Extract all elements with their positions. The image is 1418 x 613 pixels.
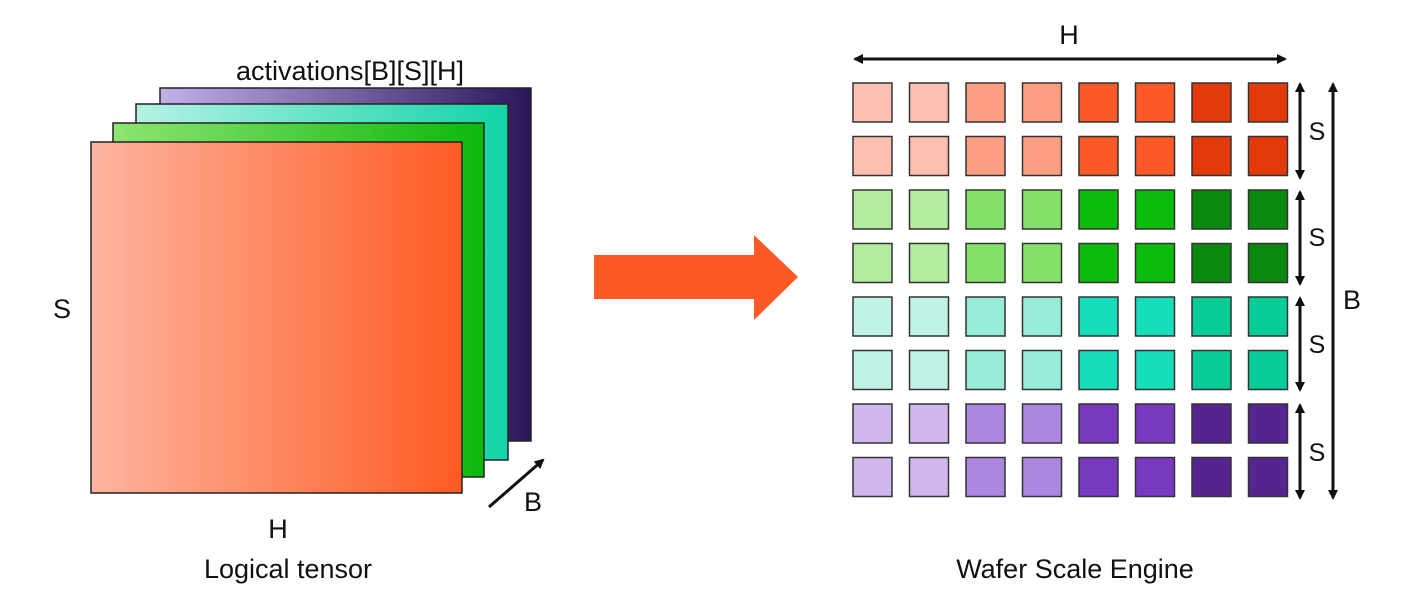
core-tile <box>965 456 1006 498</box>
core-tile <box>852 349 893 391</box>
core-tile <box>1191 189 1232 230</box>
core-tile <box>852 242 893 284</box>
core-tile <box>852 403 893 444</box>
core-tile <box>852 82 893 123</box>
core-tile <box>1191 296 1232 337</box>
core-tile <box>1021 403 1063 444</box>
core-tile <box>1134 349 1176 391</box>
core-tile <box>1134 296 1176 337</box>
core-tile <box>1191 403 1232 444</box>
axis-label-s-right-4: S <box>1309 439 1326 467</box>
core-tile <box>1191 242 1232 284</box>
core-tile <box>1247 403 1289 444</box>
core-tile <box>1021 456 1063 498</box>
core-grid <box>852 82 1289 498</box>
core-tile <box>1134 456 1176 498</box>
axis-label-s-right-1: S <box>1309 118 1326 146</box>
core-tile <box>1134 135 1176 177</box>
axis-label-s-right-3: S <box>1309 331 1326 359</box>
core-tile <box>908 189 950 230</box>
axis-label-b-left: B <box>524 487 542 517</box>
core-tile <box>1078 349 1119 391</box>
axis-label-h-left: H <box>268 514 288 544</box>
core-tile <box>1247 242 1289 284</box>
core-tile <box>1078 189 1119 230</box>
core-tile <box>908 456 950 498</box>
core-tile <box>965 135 1006 177</box>
axis-label-s-right-2: S <box>1309 224 1326 252</box>
core-tile <box>1021 242 1063 284</box>
logical-tensor-diagram: activations[B][S][H] S H B Logical tenso… <box>53 56 545 584</box>
core-tile <box>908 403 950 444</box>
core-tile <box>1134 403 1176 444</box>
core-tile <box>1191 82 1232 123</box>
core-tile <box>1078 82 1119 123</box>
core-tile <box>852 135 893 177</box>
core-tile <box>1247 189 1289 230</box>
core-tile <box>908 242 950 284</box>
wafer-scale-engine-caption: Wafer Scale Engine <box>956 554 1194 584</box>
core-tile <box>1191 349 1232 391</box>
core-tile <box>1191 456 1232 498</box>
core-tile <box>1021 82 1063 123</box>
core-tile <box>965 189 1006 230</box>
axis-label-b-right: B <box>1343 285 1361 315</box>
core-tile <box>1134 82 1176 123</box>
core-tile <box>1021 296 1063 337</box>
core-tile <box>1078 135 1119 177</box>
core-tile <box>1247 296 1289 337</box>
b-axis-arrow <box>488 458 545 509</box>
core-tile <box>1021 349 1063 391</box>
core-tile <box>1078 403 1119 444</box>
core-tile <box>1078 296 1119 337</box>
core-tile <box>1021 135 1063 177</box>
axis-label-h-right: H <box>1059 20 1079 50</box>
core-tile <box>852 189 893 230</box>
core-tile <box>1134 242 1176 284</box>
core-tile <box>908 296 950 337</box>
mapping-arrow <box>594 235 798 320</box>
core-tile <box>908 135 950 177</box>
core-tile <box>908 349 950 391</box>
core-tile <box>1247 456 1289 498</box>
core-tile <box>908 82 950 123</box>
core-tile <box>965 82 1006 123</box>
core-tile <box>965 403 1006 444</box>
axis-label-s-left: S <box>53 294 71 324</box>
core-tile <box>1247 82 1289 123</box>
core-tile <box>1021 189 1063 230</box>
core-tile <box>852 456 893 498</box>
core-tile <box>965 296 1006 337</box>
core-tile <box>965 242 1006 284</box>
core-tile <box>1078 456 1119 498</box>
tensor-layer-orange <box>90 141 463 494</box>
wafer-scale-engine-diagram: H S S S S B Wafer Scale Engine <box>852 20 1361 584</box>
core-tile <box>1191 135 1232 177</box>
core-tile <box>852 296 893 337</box>
core-tile <box>1134 189 1176 230</box>
logical-tensor-caption: Logical tensor <box>204 554 372 584</box>
core-tile <box>1078 242 1119 284</box>
core-tile <box>965 349 1006 391</box>
core-tile <box>1247 135 1289 177</box>
core-tile <box>1247 349 1289 391</box>
tensor-label: activations[B][S][H] <box>236 56 464 86</box>
